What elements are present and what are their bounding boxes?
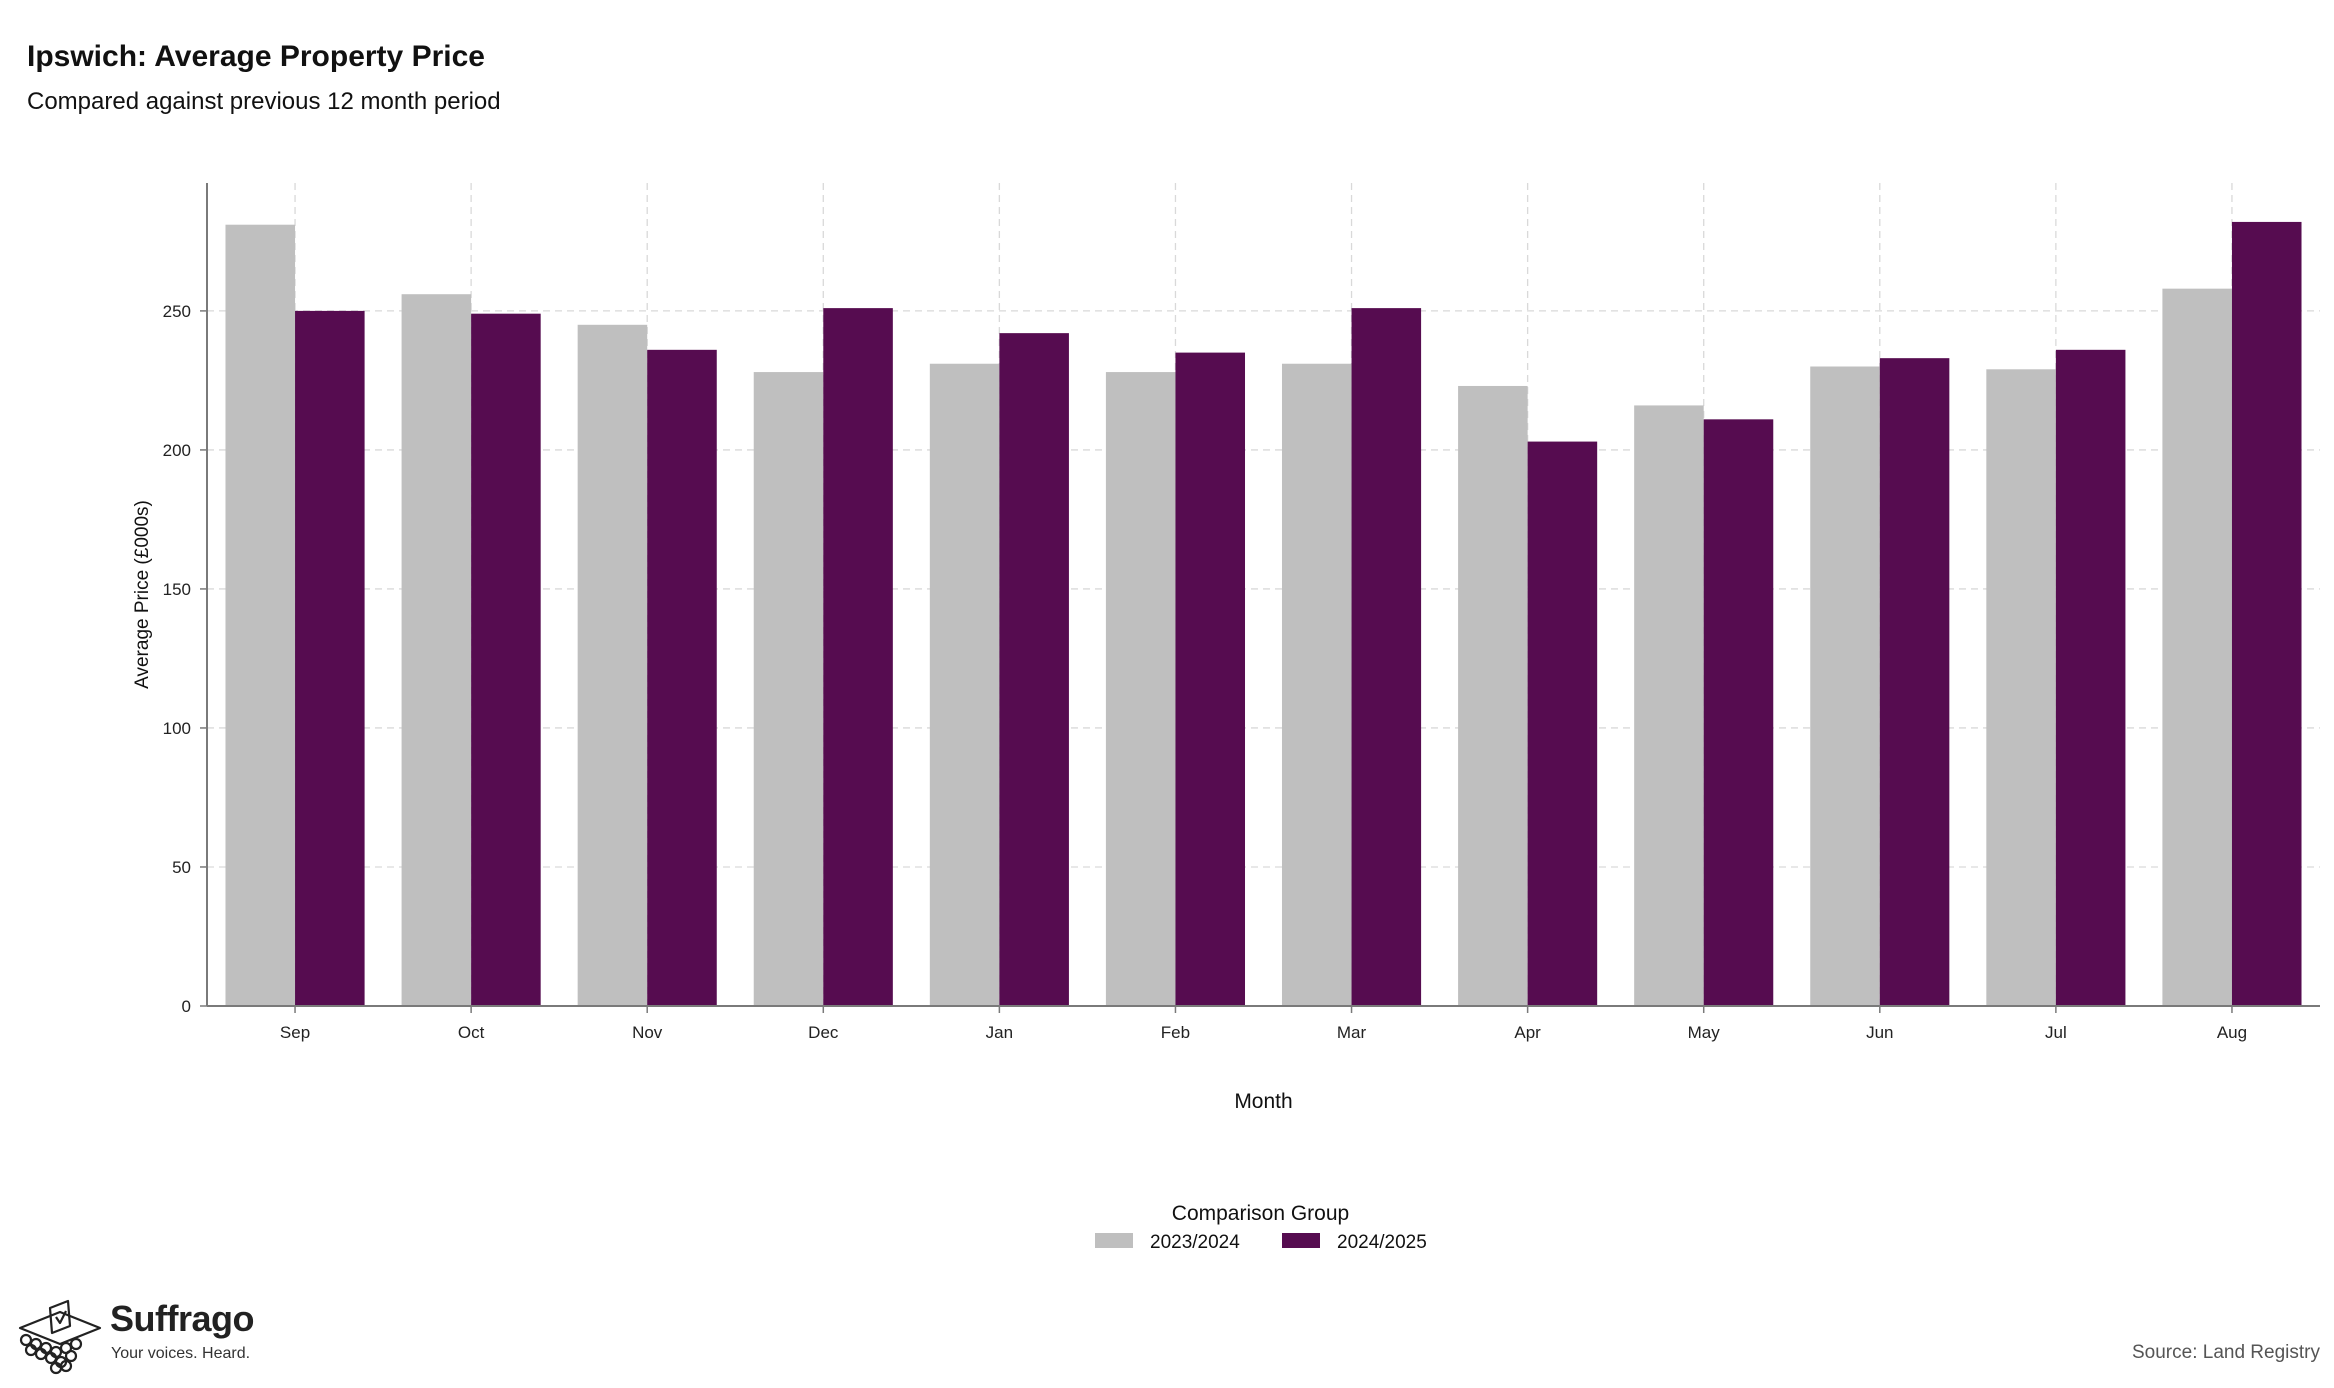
bar-2023/2024-Jun (1810, 366, 1880, 1007)
brand-logo: Suffrago Your voices. Heard. (12, 1290, 272, 1380)
y-tick-label: 0 (182, 997, 191, 1016)
bar-2024/2025-Jul (2055, 349, 2126, 1006)
source-note: Source: Land Registry (2132, 1342, 2320, 1363)
bar-2024/2025-Oct (471, 313, 541, 1006)
legend-swatch-2023/2024 (1095, 1233, 1133, 1248)
bar-2023/2024-Dec (753, 372, 824, 1006)
bar-2024/2025-Jun (1879, 358, 1950, 1006)
bar-2023/2024-Jan (929, 363, 1000, 1007)
bar-2023/2024-Jul (1986, 369, 2056, 1006)
x-tick-label: Nov (632, 1023, 663, 1042)
y-tick-label: 150 (163, 580, 191, 599)
x-tick-label: Mar (1337, 1023, 1367, 1042)
bar-2024/2025-Sep (295, 310, 365, 1006)
bar-2024/2025-Nov (647, 349, 717, 1006)
y-tick-label: 250 (163, 302, 191, 321)
legend-label: 2023/2024 (1150, 1232, 1240, 1253)
x-tick-label: Oct (458, 1023, 485, 1042)
legend-label: 2024/2025 (1337, 1232, 1427, 1253)
x-tick-label: May (1688, 1023, 1721, 1042)
x-tick-label: Aug (2217, 1023, 2247, 1042)
chart-subtitle: Compared against previous 12 month perio… (27, 88, 501, 115)
bar-2024/2025-Feb (1175, 352, 1246, 1006)
bar-2024/2025-May (1703, 419, 1774, 1006)
chart-title: Ipswich: Average Property Price (27, 40, 485, 73)
y-tick-label: 100 (163, 719, 191, 738)
y-tick-label: 200 (163, 441, 191, 460)
brand-name: Suffrago (110, 1298, 255, 1339)
bar-2023/2024-Nov (577, 324, 648, 1007)
bar-2024/2025-Dec (823, 308, 893, 1006)
bar-2024/2025-Aug (2231, 221, 2302, 1007)
x-tick-label: Dec (808, 1023, 839, 1042)
ballot-box-icon (18, 1299, 102, 1375)
x-tick-label: Jun (1866, 1023, 1893, 1042)
bar-2024/2025-Mar (1351, 308, 1422, 1006)
y-axis-title: Average Price (£000s) (132, 500, 153, 689)
brand-tagline: Your voices. Heard. (111, 1345, 251, 1362)
legend-title: Comparison Group (1172, 1202, 1349, 1225)
bar-2024/2025-Apr (1527, 441, 1598, 1006)
bar-2024/2025-Jan (999, 333, 1069, 1006)
y-tick-label: 50 (172, 858, 191, 877)
x-tick-label: Sep (280, 1023, 310, 1042)
bar-2023/2024-Oct (401, 294, 472, 1007)
x-tick-label: Jul (2045, 1023, 2067, 1042)
bar-2023/2024-Aug (2162, 288, 2232, 1006)
legend-swatch-2024/2025 (1282, 1233, 1320, 1248)
x-tick-label: Feb (1161, 1023, 1190, 1042)
x-tick-label: Jan (986, 1023, 1013, 1042)
bar-2023/2024-May (1634, 405, 1704, 1006)
x-axis-title: Month (1234, 1090, 1292, 1113)
x-tick-label: Apr (1514, 1023, 1541, 1042)
bar-2023/2024-Feb (1105, 372, 1176, 1006)
bar-2023/2024-Apr (1458, 385, 1528, 1006)
bar-2023/2024-Sep (225, 224, 296, 1007)
bar-2023/2024-Mar (1281, 363, 1352, 1007)
